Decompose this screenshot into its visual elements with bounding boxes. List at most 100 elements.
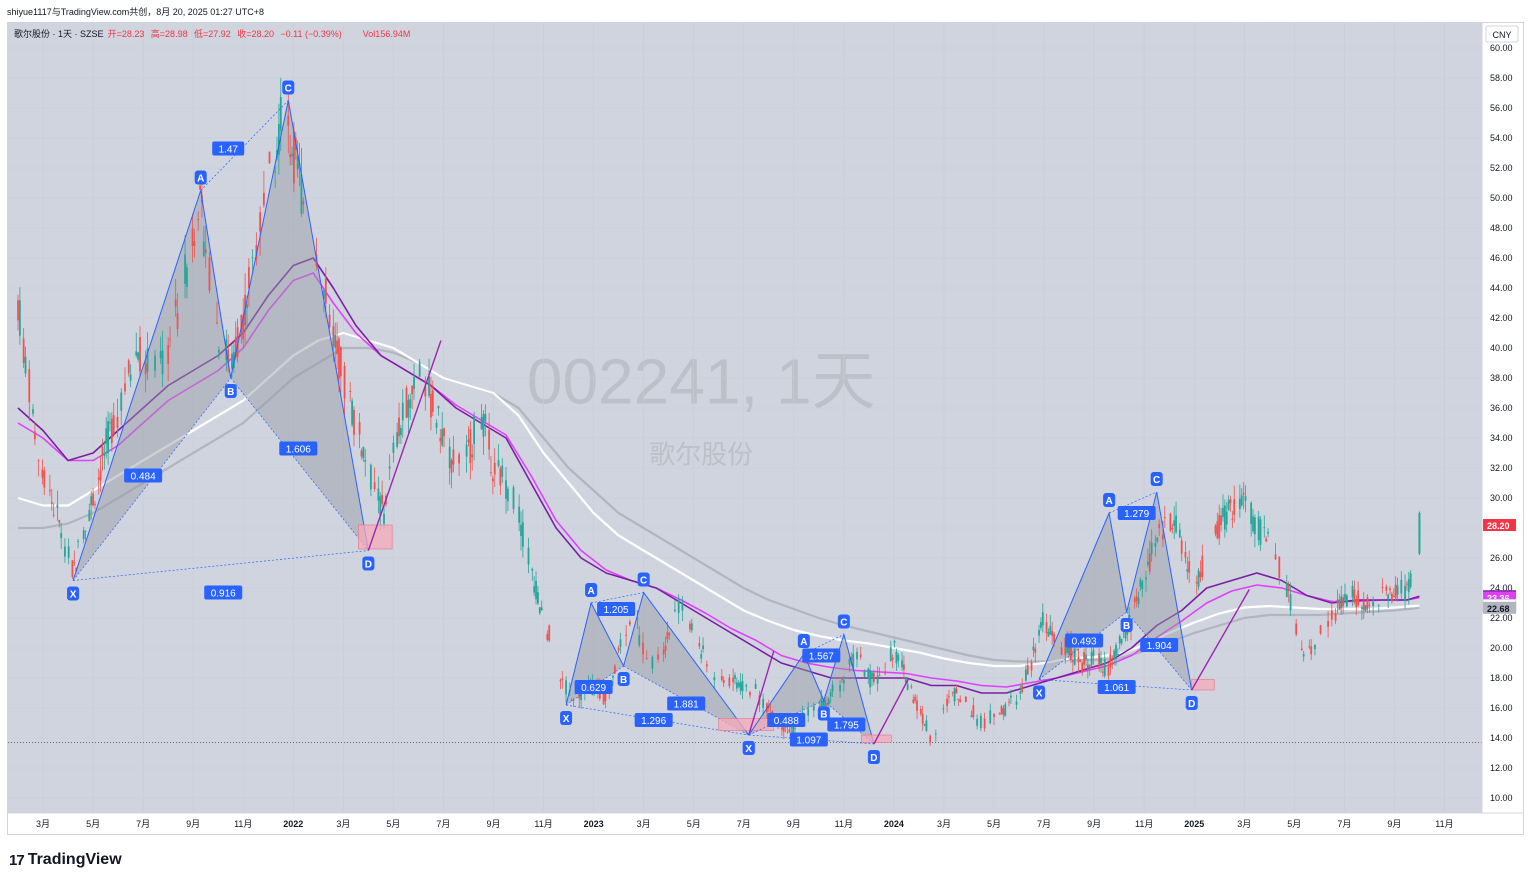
candle-body [1259,519,1262,545]
pattern-point-badge [362,556,375,571]
candle-body [1086,664,1089,669]
candle-body [1310,646,1313,655]
candle-body [1049,625,1052,635]
candle-body [923,724,926,726]
candle-body [202,241,205,256]
prz-zone [1191,679,1215,691]
candle-body [407,400,410,418]
candle-body [262,192,265,206]
candle-body [792,726,795,736]
candle-body [236,327,239,357]
candle-body [1225,511,1228,525]
candle-body [1257,516,1260,541]
ratio-badge [279,441,318,456]
candle-body [1124,628,1127,639]
candle-body [49,490,51,492]
candle-body [869,669,872,688]
candle-body [109,422,111,424]
candle-body [1391,593,1393,602]
candle-body [852,653,855,669]
candle-body [1175,515,1177,533]
candle-body [493,462,496,475]
candle-body [197,219,200,221]
candle-body [826,703,828,706]
ratio-badge [574,680,613,694]
candle-body [501,465,504,477]
candle-body [1135,596,1138,601]
candle-body [1231,518,1234,520]
candle-body [1372,601,1375,607]
candle-body [878,675,881,677]
candle-body [379,496,382,517]
projection-line [1191,589,1250,691]
candle-body [561,678,564,680]
candle-body [1038,630,1040,636]
candle-body [1109,653,1112,668]
candle-body [1116,653,1119,655]
candle-body [737,682,740,687]
candle-body [989,710,992,724]
candle-body [323,290,325,299]
candle-body [794,727,796,729]
candle-body [850,656,853,661]
candle-body [1045,622,1048,634]
tradingview-logo[interactable]: 17 TradingView [9,851,122,869]
candle-body [1377,604,1380,606]
candle-body [338,338,340,379]
candle-body [689,623,691,630]
candle-body [450,460,453,473]
candle-body [1070,640,1072,660]
candle-body [1218,514,1221,539]
candle-body [144,363,147,375]
candle-body [914,696,917,701]
pattern-point-label: X [1036,689,1043,700]
candle-body [268,151,271,164]
candle-body [831,684,834,692]
candle-body [227,349,230,363]
ratio-label: 1.097 [796,736,821,747]
candle-body [84,530,87,532]
candle-body [1345,595,1348,607]
candle-body [1195,581,1198,584]
candle-body [332,326,335,347]
candle-body [1137,597,1140,605]
candle-body [497,460,500,467]
price-tag-label: 23.36 [1487,594,1510,604]
candle-body [161,350,164,375]
candle-body [948,696,950,698]
candle-body [296,155,299,170]
pattern-point-badge [282,80,295,95]
legend-high: 高=28.98 [151,28,188,39]
price-tick-label: 34.00 [1490,433,1513,443]
candle-body [499,468,502,486]
ratio-label: 1.606 [286,445,311,456]
price-tick-label: 36.00 [1490,403,1513,413]
candle-body [970,715,973,718]
candle-body [702,645,704,649]
candle-body [979,715,982,729]
candle-body [413,377,415,390]
candle-body [645,658,648,660]
candle-body [602,691,605,705]
candle-body [1287,585,1290,591]
tradingview-logo-icon: 17 [9,851,25,869]
candle-body [217,349,220,353]
candle-body [565,680,567,695]
time-tick-label: 11月 [234,819,252,829]
watermark-code: 002241, 1天 [527,346,876,418]
price-tick-label: 20.00 [1490,643,1513,653]
candle-body [94,503,96,505]
candle-body [112,415,115,434]
chart-frame[interactable]: 002241, 1天 歌尔股份 X A B C D 0.484 1.47 1.606 0.916 X A… [7,22,1524,835]
pattern-point-badge [1185,696,1198,710]
candle-body [437,405,440,409]
candle-body [735,682,738,689]
price-tick-label: 58.00 [1490,73,1513,83]
time-tick-label: 7月 [737,819,751,829]
candle-body [839,685,841,692]
time-tick-label: 5月 [86,819,100,829]
candle-body [651,656,654,669]
pattern-point-badge [67,586,80,601]
candle-body [1265,538,1268,542]
